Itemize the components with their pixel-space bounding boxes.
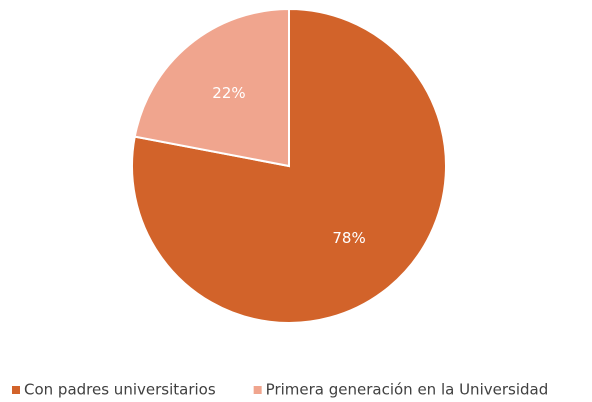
data-label: 78% — [332, 229, 365, 247]
legend-swatch — [12, 386, 20, 394]
pie-slice — [133, 7, 290, 168]
legend-label: Primera generación en la Universidad — [266, 381, 549, 399]
legend-label: Con padres universitarios — [24, 381, 216, 399]
pie-slice — [131, 7, 447, 324]
data-label: 22% — [212, 84, 245, 102]
legend-swatch — [253, 386, 262, 394]
